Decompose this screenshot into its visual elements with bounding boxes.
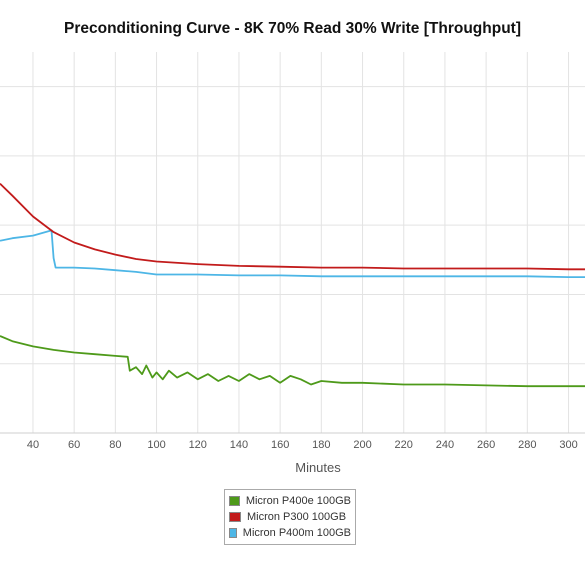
x-tick-label-12: 280	[518, 439, 536, 451]
x-tick-label-3: 100	[147, 439, 165, 451]
legend-item-p400m[interactable]: Micron P400m 100GB	[229, 525, 351, 541]
x-tick-label-11: 260	[477, 439, 495, 451]
legend-label-p400m: Micron P400m 100GB	[242, 527, 351, 539]
legend-item-p300[interactable]: Micron P300 100GB	[229, 509, 351, 525]
grid	[0, 52, 585, 434]
legend-label-p300: Micron P300 100GB	[247, 511, 347, 523]
x-axis-ticks: 40 60 80 100 120 140 160 180 200 220 240 260 280 300	[27, 439, 578, 451]
x-tick-label-13: 300	[559, 439, 577, 451]
series-line-p300	[0, 182, 585, 271]
x-tick-label-10: 240	[436, 439, 454, 451]
x-tick-label-9: 220	[395, 439, 413, 451]
legend: Micron P400e 100GB Micron P300 100GB Mic…	[224, 489, 356, 545]
plot-series	[0, 182, 585, 388]
x-tick-label-1: 60	[68, 439, 80, 451]
x-tick-label-4: 120	[189, 439, 207, 451]
legend-label-p400e: Micron P400e 100GB	[245, 495, 351, 507]
legend-swatch-p400m	[229, 528, 237, 538]
legend-item-p400e[interactable]: Micron P400e 100GB	[229, 493, 351, 509]
x-tick-label-7: 180	[312, 439, 330, 451]
x-tick-label-6: 160	[271, 439, 289, 451]
chart-title: Preconditioning Curve - 8K 70% Read 30% …	[63, 20, 521, 37]
x-tick-label-5: 140	[230, 439, 248, 451]
legend-swatch-p400e	[229, 496, 240, 506]
series-line-p400e	[0, 335, 585, 388]
x-tick-label-0: 40	[27, 439, 39, 451]
x-axis-title: Minutes	[295, 460, 341, 475]
x-tick-label-8: 200	[353, 439, 371, 451]
legend-swatch-p300	[229, 512, 241, 522]
series-line-p400m	[0, 229, 585, 279]
x-tick-label-2: 80	[109, 439, 121, 451]
